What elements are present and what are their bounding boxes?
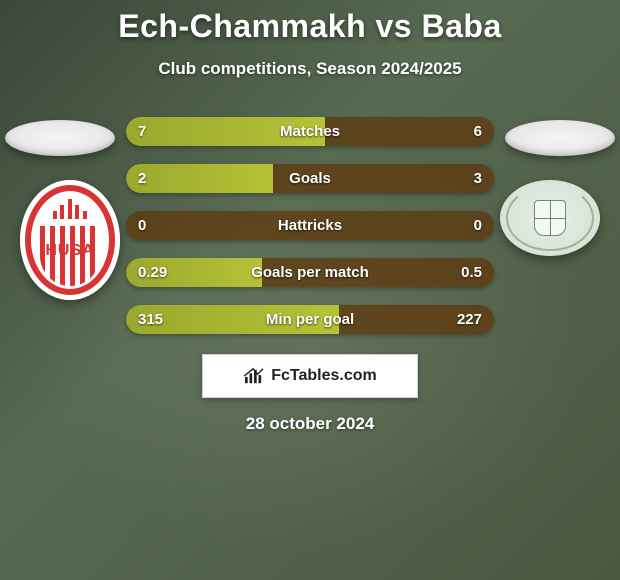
stat-label: Min per goal — [126, 305, 494, 334]
club-logo-left: HUSA — [20, 180, 120, 300]
brand-badge[interactable]: FcTables.com — [202, 354, 418, 398]
husa-text: HUSA — [23, 242, 117, 260]
subtitle: Club competitions, Season 2024/2025 — [0, 59, 620, 79]
brand-text: FcTables.com — [271, 367, 377, 385]
stat-row: 23Goals — [126, 164, 494, 193]
content: Ech-Chammakh vs Baba Club competitions, … — [0, 0, 620, 434]
club-logo-right — [500, 180, 600, 256]
page-title: Ech-Chammakh vs Baba — [0, 0, 620, 45]
stat-row: 76Matches — [126, 117, 494, 146]
player-plinth-left — [5, 120, 115, 156]
right-badge — [500, 180, 600, 256]
stat-label: Goals — [126, 164, 494, 193]
date-label: 28 october 2024 — [0, 414, 620, 434]
stat-row: 0.290.5Goals per match — [126, 258, 494, 287]
stat-row: 00Hattricks — [126, 211, 494, 240]
stat-label: Hattricks — [126, 211, 494, 240]
stats-container: 76Matches 23Goals 00Hattricks 0.290.5Goals … — [126, 117, 494, 334]
stat-label: Matches — [126, 117, 494, 146]
stat-label: Goals per match — [126, 258, 494, 287]
player-plinth-right — [505, 120, 615, 156]
stat-row: 315227Min per goal — [126, 305, 494, 334]
chart-icon — [243, 367, 265, 385]
husa-badge: HUSA — [20, 180, 120, 300]
